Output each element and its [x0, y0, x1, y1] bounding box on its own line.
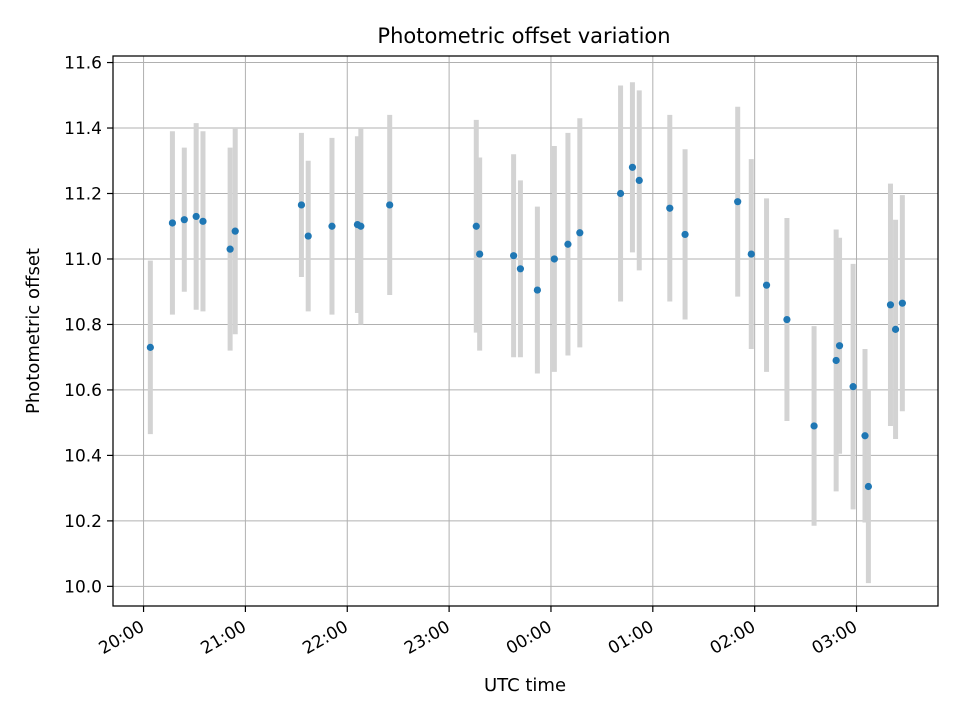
data-point	[628, 163, 637, 171]
data-point	[168, 219, 177, 227]
data-point	[832, 356, 840, 365]
data-point	[180, 216, 188, 224]
y-axis-title: Photometric offset	[23, 248, 44, 414]
y-tick-label: 10.2	[64, 512, 102, 532]
y-tick-label: 10.4	[64, 446, 102, 466]
data-point	[734, 198, 742, 206]
grid	[113, 56, 938, 606]
data-point	[476, 250, 484, 258]
y-tick-label: 11.2	[64, 185, 102, 205]
data-point	[328, 222, 336, 230]
data-point	[835, 342, 844, 350]
data-point	[891, 325, 900, 333]
data-point	[472, 222, 480, 230]
data-point	[864, 482, 873, 491]
chart-title: Photometric offset variation	[377, 24, 670, 48]
data-point	[762, 281, 771, 289]
data-point	[898, 299, 906, 307]
y-tick-label: 11.6	[64, 54, 102, 74]
data-point	[666, 204, 674, 212]
data-point	[297, 201, 306, 209]
data-point	[576, 229, 584, 237]
data-point	[533, 286, 541, 294]
plot-area-frame	[112, 55, 939, 607]
y-tick-label: 11.0	[64, 250, 102, 270]
data-point	[357, 222, 365, 230]
y-tick-label: 10.0	[64, 577, 102, 597]
data-point	[564, 240, 572, 248]
data-point	[304, 232, 312, 240]
data-point	[231, 227, 239, 235]
data-points	[146, 163, 906, 491]
data-point	[635, 176, 643, 185]
data-point	[681, 230, 689, 239]
data-point	[550, 255, 558, 263]
y-axis-ticks: 10.0 10.2 10.4 10.6 10.8 11.0 11.2 11.4 11.6	[64, 54, 113, 597]
data-point	[192, 212, 200, 221]
data-point	[516, 265, 525, 273]
y-tick-label: 11.4	[64, 119, 102, 139]
y-tick-label: 10.6	[64, 381, 102, 401]
data-point	[783, 315, 791, 324]
data-point	[616, 189, 625, 198]
data-point	[386, 201, 394, 209]
x-axis-title: UTC time	[484, 675, 566, 696]
data-point	[199, 217, 207, 225]
data-point	[510, 252, 518, 260]
y-tick-label: 10.8	[64, 315, 102, 335]
data-point	[810, 422, 818, 430]
data-point	[886, 301, 895, 309]
data-point	[849, 383, 857, 391]
data-point	[146, 343, 154, 351]
data-point	[226, 245, 234, 253]
data-point	[861, 432, 869, 440]
data-point	[747, 250, 755, 258]
